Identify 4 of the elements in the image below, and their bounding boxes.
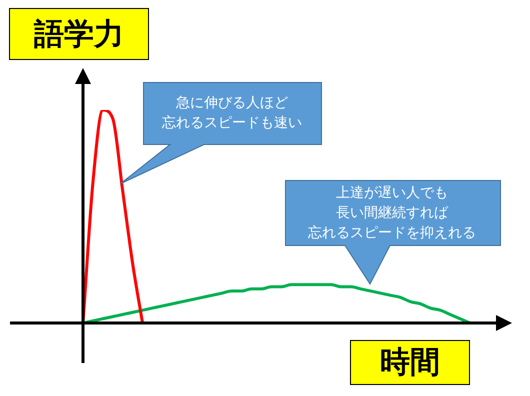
x-axis-title: 時間 [350,340,470,385]
annotation: 上達が遅い人でも長い間継続すれば忘れるスピードを抑えれる [308,184,476,240]
annotation: 急に伸びる人ほど忘れるスピードも速い [162,95,302,131]
y-axis-title: 語学力 [9,8,149,60]
